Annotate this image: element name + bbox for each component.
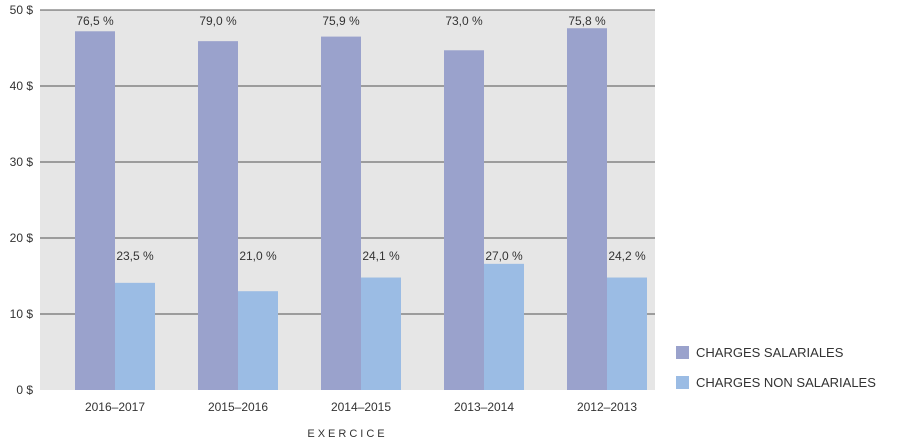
data-labels: 76,5 % 23,5 % 79,0 % 21,0 % 75,9 % 24,1 % 73,0… (76, 14, 646, 263)
data-label: 24,1 % (362, 249, 400, 263)
bar-non-salariales (484, 263, 524, 390)
y-axis-ticks: 0 $ 10 $ 20 $ 30 $ 40 $ 50 $ (10, 3, 34, 397)
x-tick-label: 2015–2016 (208, 400, 268, 414)
x-tick-label: 2013–2014 (454, 400, 514, 414)
y-tick-label: 20 $ (10, 231, 34, 245)
data-label: 24,2 % (608, 249, 646, 263)
data-label: 76,5 % (76, 14, 114, 28)
data-label: 75,9 % (322, 14, 360, 28)
bar-non-salariales (115, 282, 155, 390)
x-axis-ticks: 2016–2017 2015–2016 2014–2015 2013–2014 2012… (85, 400, 637, 414)
bar-non-salariales (607, 277, 647, 390)
bar-salariales (321, 36, 361, 390)
x-tick-label: 2014–2015 (331, 400, 391, 414)
bar-non-salariales (361, 277, 401, 390)
legend-label-salariales: CHARGES SALARIALES (696, 344, 844, 360)
y-tick-label: 10 $ (10, 307, 34, 321)
y-tick-label: 40 $ (10, 79, 34, 93)
bar-salariales (198, 41, 238, 390)
x-tick-label: 2016–2017 (85, 400, 145, 414)
bar-salariales (567, 28, 607, 391)
legend: CHARGES SALARIALES CHARGES NON SALARIALE… (676, 344, 876, 404)
bar-salariales (444, 50, 484, 390)
data-label: 79,0 % (199, 14, 237, 28)
bar-salariales (75, 31, 115, 391)
x-axis-title: EXERCICE (307, 428, 387, 440)
y-tick-label: 50 $ (10, 3, 34, 17)
x-tick-label: 2012–2013 (577, 400, 637, 414)
legend-swatch-non-salariales (676, 375, 689, 389)
data-label: 75,8 % (568, 14, 606, 28)
y-tick-label: 30 $ (10, 155, 34, 169)
data-label: 23,5 % (116, 249, 154, 263)
legend-label-non-salariales: CHARGES NON SALARIALES (696, 374, 876, 390)
y-tick-label: 0 $ (16, 383, 33, 397)
legend-item-salariales: CHARGES SALARIALES (676, 344, 876, 360)
data-label: 21,0 % (239, 249, 277, 263)
data-label: 73,0 % (445, 14, 483, 28)
bars (75, 28, 647, 391)
legend-swatch-salariales (676, 345, 689, 359)
data-label: 27,0 % (485, 249, 523, 263)
bar-non-salariales (238, 291, 278, 390)
legend-item-non-salariales: CHARGES NON SALARIALES (676, 374, 876, 390)
